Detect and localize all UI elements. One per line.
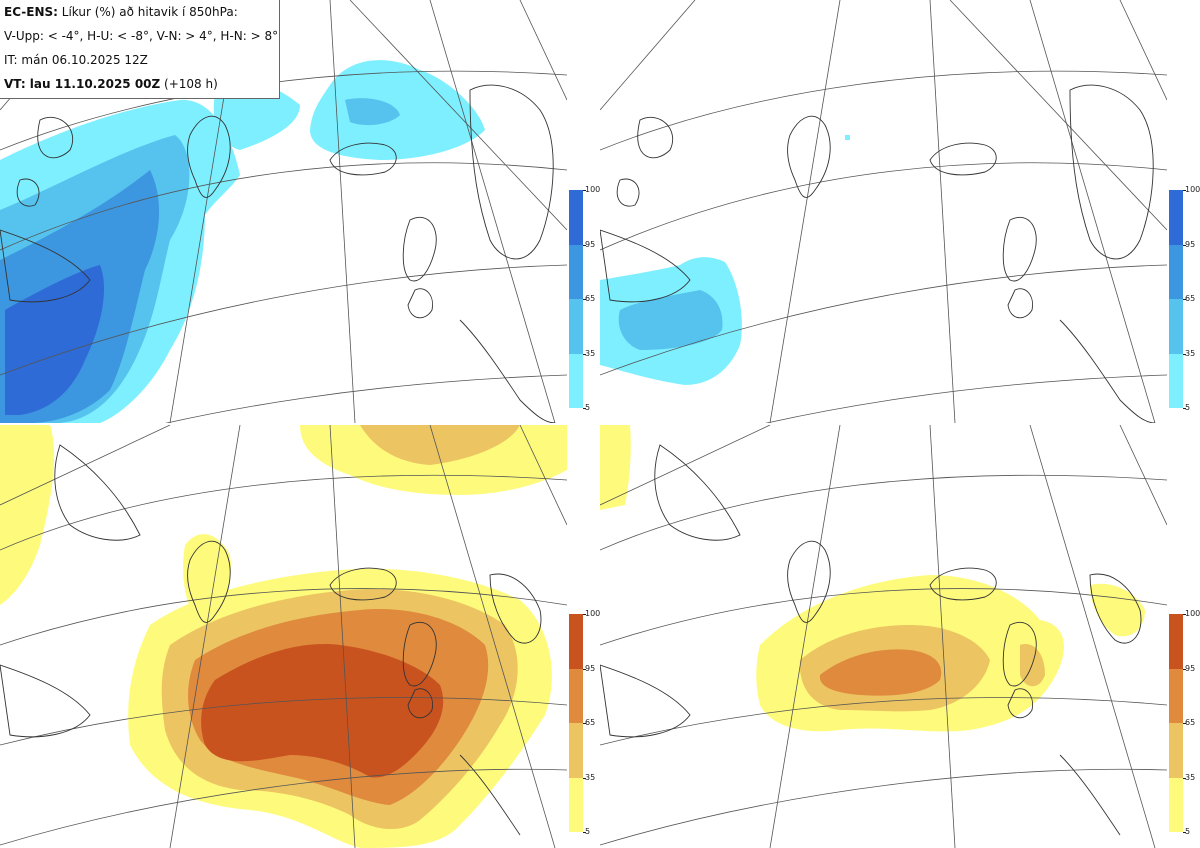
probability-map <box>600 425 1167 848</box>
coastlines <box>0 84 556 423</box>
legend-tick-mark <box>583 299 586 300</box>
legend-tick-label: 95 <box>1185 663 1196 673</box>
legend-tick-mark <box>1183 190 1186 191</box>
legend-tick-mark <box>583 668 586 670</box>
valid-time: VT: lau 11.10.2025 00Z <box>4 77 161 91</box>
legend-tick-mark <box>1183 408 1186 409</box>
map-panel-cold-4 <box>0 0 567 423</box>
legend-tick-label: 100 <box>585 185 601 194</box>
legend-swatch <box>1169 723 1183 778</box>
model-name: EC-ENS: <box>4 5 58 19</box>
probability-map <box>0 425 567 848</box>
prob-contour-5-spot <box>845 135 850 140</box>
legend-tick-mark <box>1183 244 1186 246</box>
header-title: Líkur (%) að hitavik í 850hPa: <box>57 5 238 19</box>
legend-tick-mark <box>583 408 586 409</box>
legend-tick-mark <box>583 723 586 724</box>
legend-tick-label: 100 <box>1185 185 1200 194</box>
thresholds-text: V-Upp: < -4°, H-U: < -8°, V-N: > 4°, H-N… <box>4 29 279 43</box>
legend-tick-label: 100 <box>585 609 601 618</box>
legend-tick-mark <box>1183 299 1186 300</box>
legend-tick-mark <box>1183 777 1186 779</box>
prob-contour-5-mid <box>183 534 231 620</box>
map-panel-cold-8 <box>600 0 1167 423</box>
legend-tick-label: 5 <box>1185 403 1191 412</box>
legend-tick-label: 35 <box>1185 348 1196 358</box>
prob-contour-65 <box>819 649 942 696</box>
coastlines <box>0 444 542 836</box>
legend-swatch <box>569 299 583 354</box>
graticule <box>0 425 567 848</box>
legend-swatch <box>1169 299 1183 354</box>
legend-swatch <box>1169 244 1183 299</box>
legend-warm-4: 100 95 65 35 5 <box>569 610 600 836</box>
legend-tick-label: 95 <box>585 239 596 249</box>
legend-tick-mark <box>583 777 586 779</box>
legend-tick-label: 95 <box>585 663 596 673</box>
legend-tick-mark <box>1183 832 1186 833</box>
legend-warm-8: 100 95 65 35 5 <box>1169 610 1200 836</box>
probability-map <box>600 0 1167 423</box>
legend-tick-label: 35 <box>585 772 596 782</box>
legend-swatch <box>569 723 583 778</box>
map-panel-warm-4 <box>0 425 567 848</box>
legend-tick-mark <box>583 614 586 615</box>
legend-tick-label: 5 <box>585 403 591 412</box>
legend-tick-label: 35 <box>1185 772 1196 782</box>
legend-cold-8: 100 95 65 35 5 <box>1169 186 1200 412</box>
legend-tick-label: 5 <box>1185 827 1191 836</box>
prob-contour-5-west <box>600 425 631 510</box>
legend-tick-label: 100 <box>1185 609 1200 618</box>
map-panel-warm-8 <box>600 425 1167 848</box>
legend-tick-mark <box>1183 668 1186 670</box>
legend-swatch <box>1169 190 1183 245</box>
legend-swatch <box>1169 353 1183 408</box>
probability-map <box>0 0 567 423</box>
legend-tick-mark <box>583 244 586 246</box>
legend-tick-label: 35 <box>585 348 596 358</box>
legend-swatch <box>569 353 583 408</box>
legend-tick-mark <box>1183 723 1186 724</box>
legend-swatch <box>569 244 583 299</box>
legend-tick-mark <box>583 353 586 355</box>
prob-contour-35-iceland <box>345 98 400 126</box>
prob-contour-5-iceland <box>310 60 485 160</box>
prob-contour-35-east <box>1020 644 1045 687</box>
legend-tick-label: 65 <box>585 718 596 727</box>
graticule <box>600 0 1167 423</box>
graticule <box>600 425 1167 848</box>
legend-tick-label: 65 <box>585 294 596 303</box>
legend-tick-mark <box>1183 614 1186 615</box>
prob-contour-35 <box>618 290 723 350</box>
legend-tick-label: 95 <box>1185 239 1196 249</box>
legend-tick-label: 65 <box>1185 294 1196 303</box>
valid-offset: (+108 h) <box>160 77 218 91</box>
prob-contour-95 <box>5 265 105 415</box>
legend-swatch <box>569 190 583 245</box>
legend-swatch <box>569 777 583 832</box>
legend-tick-label: 5 <box>585 827 591 836</box>
legend-tick-mark <box>1183 353 1186 355</box>
prob-contour-35-north <box>360 425 520 465</box>
legend-swatch <box>1169 777 1183 832</box>
legend-tick-mark <box>583 190 586 191</box>
prob-contour-5-norway <box>1090 583 1145 637</box>
legend-swatch <box>1169 614 1183 669</box>
legend-swatch <box>569 614 583 669</box>
prob-contour-95 <box>201 644 444 778</box>
legend-swatch <box>1169 668 1183 723</box>
legend-tick-mark <box>583 832 586 833</box>
legend-swatch <box>569 668 583 723</box>
legend-cold-4: 100 95 65 35 5 <box>569 186 600 412</box>
init-time: IT: mán 06.10.2025 12Z <box>4 53 148 67</box>
map-header: EC-ENS: Líkur (%) að hitavik í 850hPa: V… <box>0 0 280 99</box>
coastlines <box>600 84 1156 423</box>
prob-contour-5-west <box>0 425 55 605</box>
legend-tick-label: 65 <box>1185 718 1196 727</box>
coastlines <box>600 444 1142 836</box>
